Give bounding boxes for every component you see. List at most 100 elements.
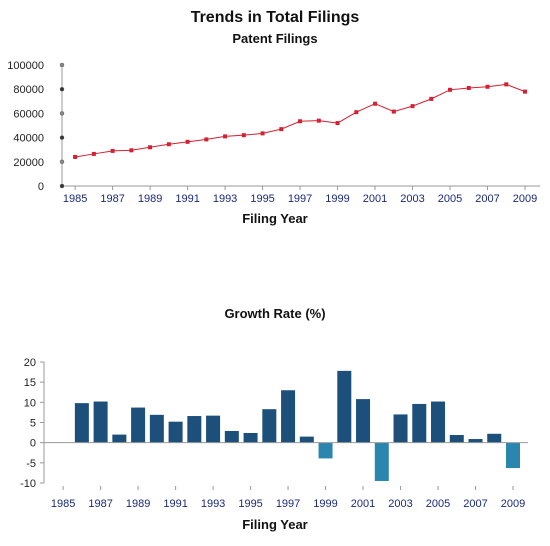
data-point	[260, 131, 265, 136]
bar	[412, 403, 427, 443]
data-point	[373, 101, 378, 106]
x-tick-label: 1997	[288, 193, 312, 205]
bar	[393, 414, 408, 443]
x-tick-label: 1995	[238, 498, 262, 510]
data-point	[485, 84, 490, 89]
bar	[468, 439, 483, 443]
data-point	[448, 87, 453, 92]
y-tick-label: 0	[38, 181, 44, 193]
x-tick-label: 1997	[276, 498, 300, 510]
y-tick-mark	[59, 135, 65, 140]
x-tick-label: 1999	[313, 498, 337, 510]
page-title: Trends in Total Filings	[190, 9, 360, 26]
bar	[187, 416, 202, 443]
y-tick-label: -5	[26, 458, 36, 470]
x-tick-label: 1995	[250, 193, 274, 205]
bar	[506, 442, 521, 469]
x-tick-label: 2003	[400, 193, 424, 205]
bar	[224, 430, 239, 443]
bar	[112, 434, 127, 443]
x-tick-label: 1991	[175, 193, 199, 205]
bar	[299, 436, 314, 443]
bar	[281, 390, 296, 443]
x-tick-label: 2009	[501, 498, 525, 510]
data-point	[466, 85, 471, 90]
x-axis-label-growth-rate: Filing Year	[242, 517, 308, 532]
bar	[168, 421, 183, 443]
chart-title-patent-filings: Patent Filings	[232, 31, 318, 46]
x-tick-label: 2003	[388, 498, 412, 510]
data-point	[185, 139, 190, 144]
bar	[487, 433, 502, 443]
x-tick-label: 1989	[126, 498, 150, 510]
data-point	[204, 137, 209, 142]
data-point	[298, 119, 303, 124]
y-tick-mark	[59, 159, 65, 165]
x-tick-label: 2007	[475, 193, 499, 205]
data-point	[166, 142, 171, 147]
y-tick-mark	[59, 62, 65, 68]
y-tick-label: 0	[30, 438, 36, 450]
y-tick-label: 60000	[13, 108, 44, 120]
bar	[318, 442, 333, 459]
bar	[131, 407, 146, 443]
bar	[374, 442, 389, 481]
data-point	[91, 151, 96, 156]
data-point	[316, 118, 321, 123]
data-point	[279, 127, 284, 132]
data-point	[241, 133, 246, 138]
x-tick-label: 1999	[325, 193, 349, 205]
x-tick-label: 2005	[438, 193, 462, 205]
y-tick-mark	[59, 111, 65, 116]
y-tick-label: 100000	[7, 60, 44, 72]
data-point	[223, 134, 228, 139]
data-point	[410, 104, 415, 109]
x-tick-label: 2007	[463, 498, 487, 510]
x-tick-label: 1987	[88, 498, 112, 510]
chart-title-growth-rate: Growth Rate (%)	[224, 306, 326, 321]
x-tick-label: 1989	[138, 193, 162, 205]
x-tick-label: 1993	[213, 193, 237, 205]
y-tick-label: 80000	[13, 84, 44, 96]
x-axis-label-patent-filings: Filing Year	[242, 211, 308, 226]
x-tick-label: 2009	[513, 193, 537, 205]
y-tick-label: 5	[30, 418, 36, 430]
bar	[243, 432, 258, 443]
data-point	[429, 96, 434, 101]
x-tick-label: 1985	[63, 193, 87, 205]
y-tick-label: 15	[24, 377, 36, 389]
x-tick-label: 1993	[201, 498, 225, 510]
data-point	[73, 154, 78, 159]
x-tick-label: 1991	[163, 498, 187, 510]
bar	[356, 399, 371, 443]
data-point	[335, 121, 340, 126]
bar	[206, 415, 221, 443]
data-point	[148, 145, 153, 150]
y-tick-label: -10	[20, 478, 36, 490]
y-tick-label: 40000	[13, 133, 44, 145]
bar	[74, 403, 89, 443]
line-chart-patent-filings: 0 20000 40000 60000 80000 100000 1985 1987 1989 1…	[7, 60, 540, 205]
bar	[449, 435, 464, 443]
data-point	[391, 109, 396, 114]
bar	[431, 401, 446, 443]
bar	[337, 370, 352, 443]
bar	[262, 409, 277, 443]
y-tick-label: 10	[24, 397, 36, 409]
bar	[93, 401, 108, 443]
x-tick-label: 2005	[426, 498, 450, 510]
y-tick-label: 20000	[13, 157, 44, 169]
x-tick-label: 2001	[351, 498, 375, 510]
x-tick-label: 1985	[51, 498, 75, 510]
y-tick-label: 20	[24, 357, 36, 369]
data-point	[523, 89, 528, 94]
y-tick-mark	[59, 183, 65, 189]
y-tick-mark	[59, 86, 65, 92]
bar	[149, 414, 164, 443]
data-point	[110, 148, 115, 153]
data-point	[354, 110, 359, 115]
bar-chart-growth-rate: -10 -5 0 5 10 15 20 1985 1987 1989 1991 1993 1995 199…	[20, 357, 528, 510]
x-tick-label: 1987	[100, 193, 124, 205]
x-tick-label: 2001	[363, 193, 387, 205]
